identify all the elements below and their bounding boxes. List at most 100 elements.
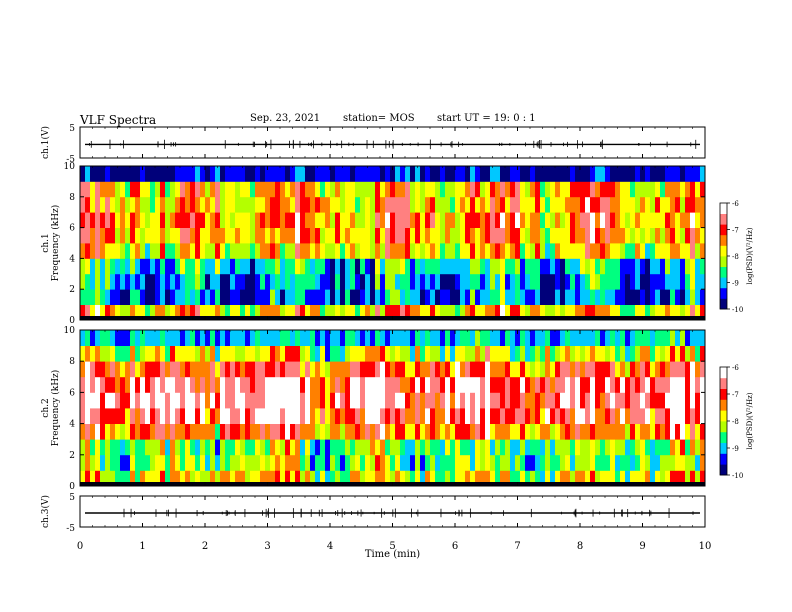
spectrogram-cell (100, 439, 106, 456)
spectrogram-cell (410, 330, 416, 346)
spectrogram-cell (230, 408, 236, 424)
spectrogram-cell (485, 345, 491, 362)
spectrogram-cell (470, 273, 476, 290)
spectrogram-cell (195, 289, 201, 305)
spectrogram-cell (440, 361, 446, 378)
spectrogram-cell (200, 227, 206, 244)
spectrogram-cell (85, 345, 91, 362)
spectrogram-cell (100, 408, 106, 424)
spectrogram-cell (245, 408, 251, 424)
spectrogram-cell (230, 273, 236, 290)
spectrogram-cell (130, 273, 136, 290)
spectrogram-cell (370, 439, 376, 456)
spectrogram-cell (205, 258, 211, 275)
spectrogram-cell (340, 181, 346, 198)
spectrogram-cell (430, 392, 436, 409)
spectrogram-cell (660, 392, 666, 409)
spectrogram-cell (260, 454, 266, 471)
spectrogram-cell (650, 408, 656, 424)
spectrogram-cell (675, 243, 681, 259)
spectrogram-cell (365, 181, 371, 198)
spectrogram-cell (245, 439, 251, 456)
spectrogram-cell (530, 289, 536, 305)
spectrogram-cell (135, 258, 141, 275)
spectrogram-cell (505, 470, 511, 487)
spectrogram-cell (665, 345, 671, 362)
spectrogram-cell (630, 376, 636, 393)
spectrogram-cell (325, 392, 331, 409)
spectrogram-cell (485, 212, 491, 228)
spectrogram-cell (565, 181, 571, 198)
spectrogram-cell (615, 408, 621, 424)
spectrogram-cell (140, 408, 146, 424)
spectrogram-cell (485, 166, 491, 182)
spectrogram-cell (185, 273, 191, 290)
spectrogram-cell (625, 273, 631, 290)
spectrogram-cell (130, 470, 136, 487)
spectrogram-cell (360, 439, 366, 456)
spectrogram-cell (435, 243, 441, 259)
spectrogram-cell (95, 345, 101, 362)
colorbar-swatch (720, 258, 727, 262)
spectrogram-cell (345, 258, 351, 275)
spectrogram-cell (480, 423, 486, 440)
spectrogram-cell (370, 181, 376, 198)
spectrogram-cell (625, 196, 631, 213)
spectrogram-cell (585, 392, 591, 409)
spectrogram-cell (175, 304, 181, 321)
spectrogram-cell (230, 423, 236, 440)
spectrogram-cell (200, 289, 206, 305)
spectrogram-cell (595, 196, 601, 213)
spectrogram-cell (220, 289, 226, 305)
spectrogram-cell (570, 181, 576, 198)
spectrogram-cell (480, 212, 486, 228)
spectrogram-cell (160, 423, 166, 440)
spectrogram-cell (370, 345, 376, 362)
spectrogram-cell (120, 258, 126, 275)
spectrogram-cell (145, 304, 151, 321)
spectrogram-cell (320, 392, 326, 409)
spectrogram-cell (640, 330, 646, 346)
spectrogram-cell (545, 181, 551, 198)
spectrogram-cell (130, 439, 136, 456)
start-time-label: start UT = 19: 0 : 1 (437, 113, 536, 124)
spectrogram-cell (280, 423, 286, 440)
spectrogram-cell (640, 258, 646, 275)
spectrogram-cell (95, 439, 101, 456)
spectrogram-cell (505, 345, 511, 362)
spectrogram-cell (370, 196, 376, 213)
spectrogram-cell (175, 439, 181, 456)
colorbar-swatch (720, 377, 727, 381)
spectrogram-cell (465, 166, 471, 182)
spectrogram-cell (430, 196, 436, 213)
spectrogram-cell (80, 454, 86, 471)
spectrogram-cell (620, 273, 626, 290)
spectrogram-cell (390, 470, 396, 487)
spectrogram-cell (545, 304, 551, 321)
spectrogram-cell (410, 227, 416, 244)
spectrogram-cell (695, 439, 701, 456)
spectrogram-cell (300, 273, 306, 290)
spectrogram-cell (160, 392, 166, 409)
spectrogram-cell (635, 243, 641, 259)
spectrogram-cell (200, 196, 206, 213)
spectrogram-cell (155, 273, 161, 290)
spectrogram-cell (155, 227, 161, 244)
spectrogram-cell (410, 304, 416, 321)
spectrogram-cell (195, 227, 201, 244)
spectrogram-cell (610, 361, 616, 378)
spectrogram-cell (350, 408, 356, 424)
spectrogram-cell (220, 243, 226, 259)
spectrogram-cell (660, 454, 666, 471)
spectrogram-cell (660, 181, 666, 198)
spectrogram-cell (395, 181, 401, 198)
spectrogram-cell (680, 166, 686, 182)
spectrogram-cell (170, 361, 176, 378)
spectrogram-cell (310, 330, 316, 346)
spectrogram-cell (280, 408, 286, 424)
spectrogram-cell (635, 439, 641, 456)
spectrogram-cell (690, 273, 696, 290)
spectrogram-cell (590, 258, 596, 275)
spectrogram-cell (455, 454, 461, 471)
spectrogram-cell (180, 392, 186, 409)
